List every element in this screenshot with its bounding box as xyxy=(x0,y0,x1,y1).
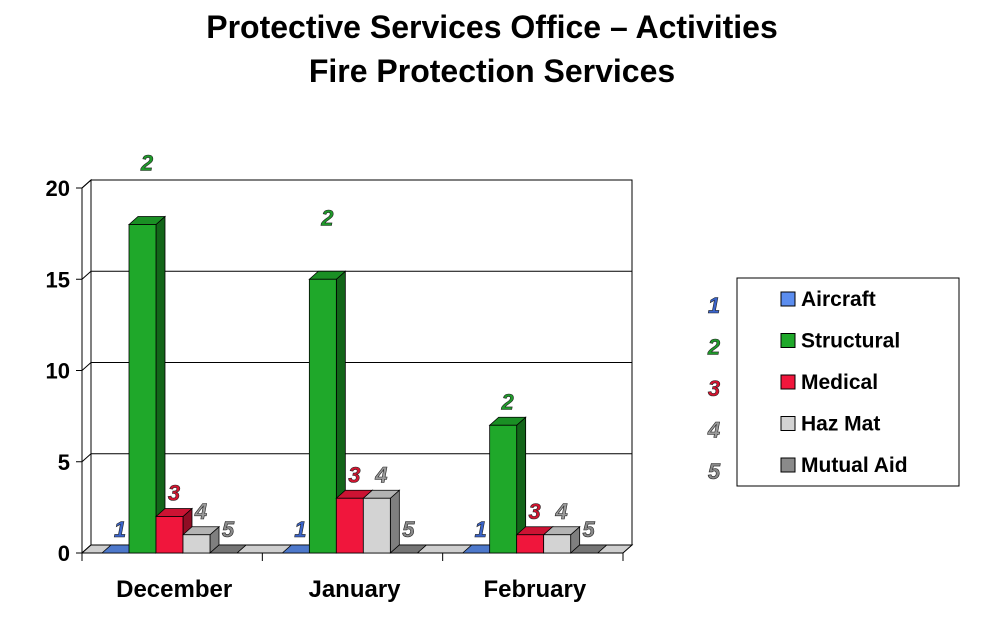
x-tick-label: December xyxy=(116,576,232,603)
data-label: 3 xyxy=(168,481,180,506)
bar xyxy=(542,525,581,554)
legend-item: Structural xyxy=(780,330,900,353)
data-label: 2 xyxy=(320,205,334,230)
bar-side xyxy=(389,489,400,554)
data-label: 3 xyxy=(529,499,541,524)
data-label: 3 xyxy=(348,462,360,487)
gridline-side xyxy=(81,453,92,463)
bar-front xyxy=(308,278,337,554)
data-label: 1 xyxy=(114,517,126,542)
y-tick-label: 0 xyxy=(58,541,70,566)
legend-box xyxy=(736,277,960,487)
legend-label: Structural xyxy=(801,330,900,353)
bar-top xyxy=(208,544,248,554)
bar xyxy=(208,544,248,554)
legend-item: Medical xyxy=(780,371,878,394)
bar-front xyxy=(489,424,518,554)
data-label: 5 xyxy=(583,517,596,542)
bar-front xyxy=(128,224,157,554)
chart-title: Protective Services Office – Activities xyxy=(206,9,778,45)
legend-label: Aircraft xyxy=(801,288,876,311)
legend-item: Mutual Aid xyxy=(780,454,908,477)
chart-subtitle: Fire Protection Services xyxy=(309,53,675,89)
bar-front xyxy=(362,497,391,554)
legend-item: Haz Mat xyxy=(780,413,880,436)
bar-front xyxy=(182,534,211,554)
legend-item: Aircraft xyxy=(780,288,876,311)
y-tick-label: 15 xyxy=(46,267,70,292)
legend-number: 5 xyxy=(708,459,721,484)
bar xyxy=(569,544,608,554)
bar xyxy=(389,544,428,554)
legend-swatch xyxy=(780,333,796,348)
gridline-side xyxy=(81,362,92,371)
x-tick-label: January xyxy=(308,576,401,603)
data-label: 2 xyxy=(501,389,515,414)
bar-front xyxy=(335,497,364,554)
legend-number: 4 xyxy=(707,418,720,443)
bar-front xyxy=(516,534,545,554)
bar-front xyxy=(155,516,184,554)
data-label: 4 xyxy=(374,462,387,487)
bar xyxy=(127,215,167,554)
legend-label: Medical xyxy=(801,371,878,394)
data-label: 5 xyxy=(402,517,415,542)
bar xyxy=(181,525,221,554)
gridline-side xyxy=(81,270,92,280)
bar-top xyxy=(389,544,428,554)
legend-number: 1 xyxy=(708,293,720,318)
data-label: 1 xyxy=(294,517,306,542)
bar-side xyxy=(155,215,166,554)
y-tick-label: 20 xyxy=(46,176,70,201)
bar-top xyxy=(569,544,608,554)
bar xyxy=(362,489,401,554)
data-label: 5 xyxy=(222,517,235,542)
y-tick-label: 10 xyxy=(46,359,70,384)
gridline-side xyxy=(81,179,92,189)
legend-swatch xyxy=(780,291,796,307)
data-label: 2 xyxy=(140,151,154,176)
data-label: 4 xyxy=(555,499,568,524)
data-label: 1 xyxy=(475,517,487,542)
x-tick-label: February xyxy=(483,576,586,603)
legend-label: Haz Mat xyxy=(801,413,880,436)
bar xyxy=(488,416,527,554)
data-label: 4 xyxy=(194,499,207,524)
legend-number: 2 xyxy=(707,335,721,360)
legend-number: 3 xyxy=(708,376,720,401)
legend: Aircraft 1 Structural 2 Medical 3 Haz Mat 4 Mutu… xyxy=(707,277,960,487)
y-tick-label: 5 xyxy=(58,450,70,475)
legend-label: Mutual Aid xyxy=(801,454,908,477)
legend-swatch xyxy=(780,416,796,431)
legend-swatch xyxy=(780,374,796,390)
bar-front xyxy=(543,534,572,554)
legend-swatch xyxy=(780,457,796,473)
